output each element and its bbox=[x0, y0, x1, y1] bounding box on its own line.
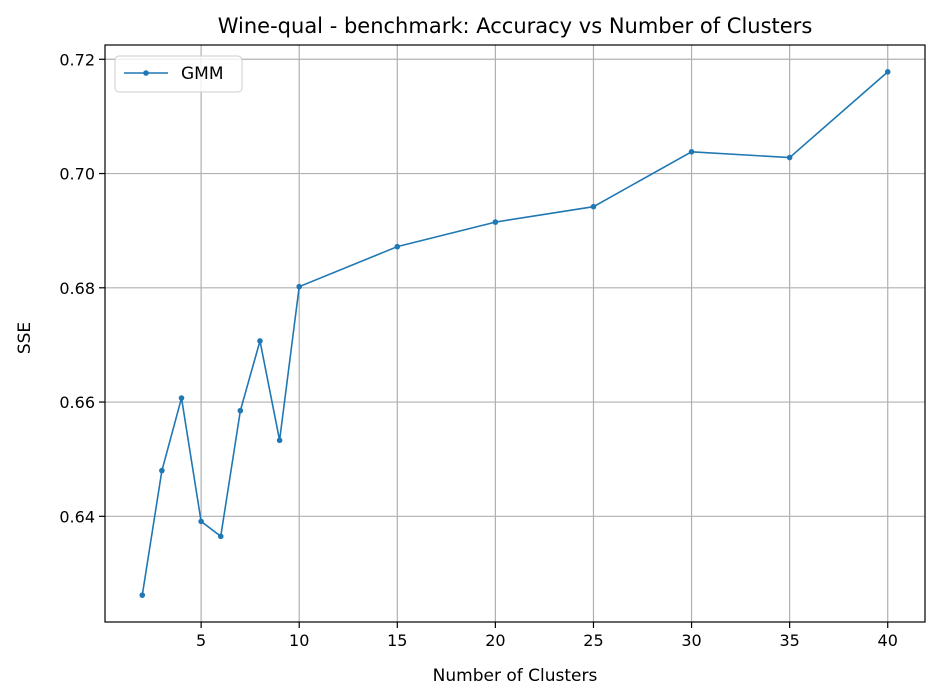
data-point bbox=[884, 69, 891, 75]
data-point bbox=[159, 467, 165, 474]
y-tick-label: 0.64 bbox=[59, 507, 95, 526]
legend-box bbox=[114, 55, 243, 93]
x-tick-label: 30 bbox=[681, 631, 701, 650]
data-point bbox=[296, 283, 303, 290]
legend-marker-swatch bbox=[143, 70, 149, 76]
legend-label-gmm: GMM bbox=[181, 64, 224, 84]
data-point bbox=[178, 395, 185, 401]
data-point bbox=[786, 154, 793, 161]
x-tick-label: 35 bbox=[779, 631, 799, 650]
y-tick-label: 0.72 bbox=[59, 50, 95, 69]
y-tick-label: 0.68 bbox=[59, 279, 95, 298]
data-point bbox=[237, 407, 244, 414]
x-tick-label: 25 bbox=[583, 631, 603, 650]
data-point bbox=[257, 338, 263, 344]
data-point bbox=[276, 437, 283, 444]
data-point bbox=[139, 592, 146, 598]
x-tick-label: 5 bbox=[196, 631, 206, 650]
x-tick-label: 40 bbox=[878, 631, 898, 650]
x-axis-label: Number of Clusters bbox=[433, 666, 598, 686]
data-point bbox=[198, 518, 204, 525]
data-point bbox=[590, 203, 597, 210]
y-tick-label: 0.70 bbox=[59, 165, 95, 184]
x-tick-label: 15 bbox=[387, 631, 407, 650]
tick-layer: 5 10 15 20 25 30 35 40 0.64 0.66 0.68 0.70 0.72 bbox=[59, 50, 898, 650]
x-tick-label: 20 bbox=[485, 631, 505, 650]
data-point bbox=[217, 533, 224, 540]
chart-title: Wine-qual - benchmark: Accuracy vs Numbe… bbox=[218, 14, 813, 38]
plot-frame bbox=[104, 44, 926, 623]
y-tick-label: 0.66 bbox=[59, 393, 95, 412]
x-tick-label: 10 bbox=[289, 631, 309, 650]
data-point bbox=[394, 243, 401, 250]
grid-layer bbox=[105, 45, 925, 622]
data-point bbox=[492, 219, 499, 225]
y-axis-label: SSE bbox=[15, 322, 35, 354]
data-point bbox=[688, 149, 695, 155]
legend: GMM bbox=[114, 55, 243, 93]
series-layer bbox=[139, 69, 891, 598]
